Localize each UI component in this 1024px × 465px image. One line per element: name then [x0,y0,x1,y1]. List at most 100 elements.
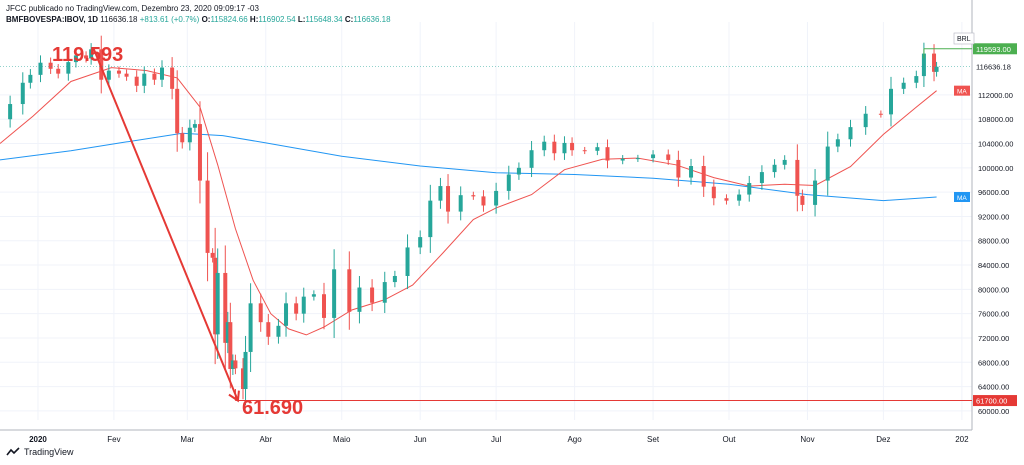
y-tick-label: 64000.00 [978,383,1009,392]
candle-body [106,70,111,80]
y-tick-label: 76000.00 [978,310,1009,319]
candle-body [701,166,706,187]
candle-body [595,147,600,151]
candle-body [66,62,71,74]
candle-body [848,127,853,140]
candle-body [494,190,499,206]
brand-footer: TradingView [6,447,74,457]
x-tick-label: Out [723,435,737,444]
x-tick-label: Dez [876,435,890,444]
candle-body [382,282,387,303]
low-value: 115648.34 [305,15,343,24]
candle-body [795,159,800,196]
drop-arrow-line [92,48,239,401]
symbol-name[interactable]: BMFBOVESPA:IBOV, 1D [6,15,99,24]
candle-body [635,158,640,160]
x-tick-label: Jun [414,435,427,444]
candle-body [8,104,13,120]
ma-fast-badge: MA [957,89,967,96]
candle-body [438,186,443,201]
ma-slow-badge: MA [957,195,967,202]
candle-body [878,113,883,115]
publish-info: JFCC publicado no TradingView.com, Dezem… [6,4,259,13]
candle-body [914,76,919,83]
candle-body [889,88,893,115]
candle-body [458,195,463,212]
low-annotation-label: 61.690 [242,397,303,419]
candle-body [322,294,326,318]
candle-body [180,133,185,143]
candle-body [481,196,486,206]
candle-body [516,167,521,175]
candle-body [294,303,299,314]
y-tick-label: 108000.00 [978,115,1013,124]
candle-body [932,53,937,72]
candle-body [142,73,147,86]
tradingview-logo-icon [6,447,20,456]
candle-body [223,272,228,343]
candle-body [772,164,777,173]
x-tick-label: Abr [260,435,273,444]
candle-body [175,88,180,134]
high-value: 116902.54 [258,15,296,24]
y-tick-label: 72000.00 [978,334,1009,343]
candle-body [56,68,61,74]
last-price: 116636.18 [100,15,138,24]
brand-name: TradingView [24,447,74,457]
candle-body [418,237,423,248]
candle-body [428,200,433,238]
candle-body [800,195,805,205]
high-annotation-label: 119.593 [52,44,123,66]
y-tick-label: 60000.00 [978,407,1009,416]
x-tick-label: Mar [180,435,194,444]
candle-body [570,142,575,151]
candle-body [835,139,840,147]
candle-body [284,303,289,326]
candle-body [311,294,316,297]
chart-header: JFCC publicado no TradingView.com, Dezem… [6,4,391,25]
candle-body [405,247,410,276]
candle-body [215,272,220,335]
candle-body [301,296,306,314]
candle-body [332,269,337,318]
candle-body [471,195,476,197]
candle-body [99,49,104,80]
candle-body [542,141,547,151]
y-tick-label: 112000.00 [978,91,1013,100]
x-tick-label: Fev [107,435,120,444]
x-tick-label: Ago [567,435,582,444]
x-tick-label: Maio [333,435,351,444]
candle-body [192,124,197,128]
candle-body [248,303,253,352]
price-change: +813.61 (+0.7%) [139,15,200,24]
candle-body [38,62,43,75]
x-tick-label: 2020 [29,435,47,444]
high-price-badge: 119593.00 [976,45,1011,54]
candle-body [160,67,164,80]
candle-body [863,113,868,128]
candle-body [116,70,121,74]
candle-body [197,124,202,181]
x-tick-label: 202 [955,435,969,444]
candle-body [152,73,157,80]
y-tick-label: 68000.00 [978,358,1009,367]
candle-body [347,269,352,312]
candle-body [737,194,742,201]
candle-body [934,66,939,72]
candle-body [230,360,235,369]
candle-body [225,322,230,343]
ma-slow-badge-bg [954,191,970,202]
candle-body [446,186,451,212]
candle-body [759,172,764,184]
ma-slow-line [0,132,937,202]
candle-body [782,159,787,165]
candle-body [711,186,716,199]
candle-body [747,183,752,195]
x-tick-label: Nov [800,435,814,444]
candle-body [562,142,567,154]
candle-body [134,76,139,86]
candle-body [48,62,53,69]
candle-body [228,322,233,369]
candle-body [370,287,375,303]
